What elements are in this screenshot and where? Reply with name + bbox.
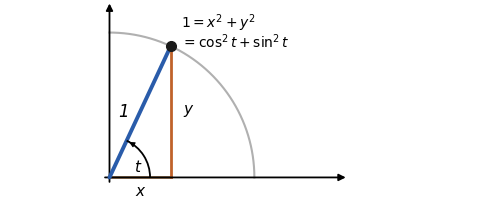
Text: $= \cos^2 t + \sin^2 t$: $= \cos^2 t + \sin^2 t$: [181, 33, 289, 51]
Text: x: x: [135, 184, 145, 200]
Text: 1: 1: [119, 103, 129, 121]
Text: $1 = x^2 + y^2$: $1 = x^2 + y^2$: [181, 12, 255, 34]
Text: y: y: [184, 102, 193, 117]
Text: t: t: [134, 160, 140, 175]
